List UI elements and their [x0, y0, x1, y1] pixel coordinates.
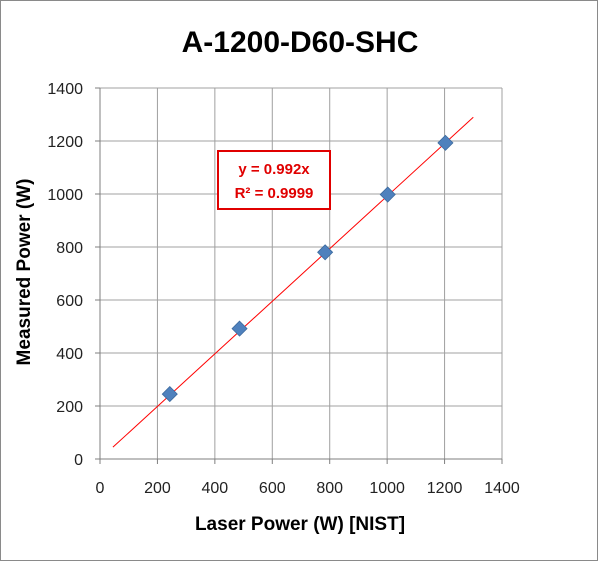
y-tick-label: 0	[74, 452, 83, 469]
y-tick-label: 400	[56, 346, 83, 363]
data-point	[231, 320, 248, 337]
x-tick-label: 200	[144, 480, 171, 497]
y-tick-label: 600	[56, 293, 83, 310]
x-tick-label: 0	[96, 480, 105, 497]
x-axis-label: Laser Power (W) [NIST]	[195, 514, 405, 535]
y-tick-label: 800	[56, 240, 83, 257]
x-tick-label: 600	[259, 480, 286, 497]
y-tick-label: 1200	[47, 134, 83, 151]
y-axis-label: Measured Power (W)	[14, 179, 35, 366]
data-point	[161, 386, 178, 403]
trendline-equation: y = 0.992x	[238, 161, 310, 178]
y-tick-labels: 0 200 400 600 800 1000 1200 1400	[47, 81, 83, 469]
chart-title: A-1200-D60-SHC	[182, 26, 419, 59]
axes	[95, 87, 503, 464]
r-squared-value: R² = 0.9999	[235, 185, 314, 202]
y-tick-label: 1000	[47, 187, 83, 204]
data-point	[437, 134, 454, 151]
y-tick-label: 200	[56, 399, 83, 416]
trendline-equation-box: y = 0.992x R² = 0.9999	[217, 150, 331, 210]
data-point	[379, 186, 396, 203]
equation-box-border	[217, 150, 331, 210]
x-tick-label: 1200	[427, 480, 463, 497]
y-tick-label: 1400	[47, 81, 83, 98]
x-tick-labels: 0 200 400 600 800 1000 1200 1400	[96, 480, 520, 497]
data-point	[317, 244, 334, 261]
x-tick-label: 1400	[484, 480, 520, 497]
data-points	[161, 134, 454, 403]
x-tick-label: 400	[202, 480, 229, 497]
x-tick-label: 1000	[369, 480, 405, 497]
x-tick-label: 800	[316, 480, 343, 497]
